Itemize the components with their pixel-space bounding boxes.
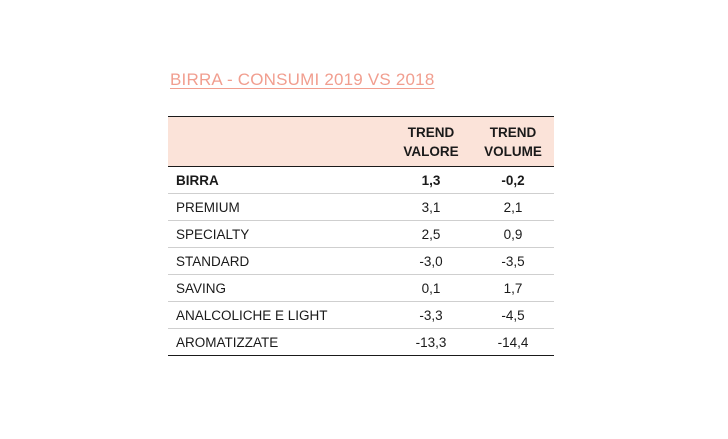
row-trend-volume: -0,2	[501, 172, 525, 188]
consumption-table: TREND VALORE TREND VOLUME BIRRA 1,3 -0,2…	[168, 116, 554, 356]
row-label: SPECIALTY	[176, 226, 250, 242]
row-trend-valore: 3,1	[421, 199, 441, 215]
row-label: AROMATIZZATE	[176, 334, 279, 350]
table-header: TREND VALORE TREND VOLUME	[168, 117, 554, 167]
table-row-premium: PREMIUM 3,1 2,1	[168, 194, 554, 221]
table-row-specialty: SPECIALTY 2,5 0,9	[168, 221, 554, 248]
table-top-rule	[168, 116, 554, 117]
row-trend-volume: -14,4	[497, 334, 529, 350]
row-trend-valore: -13,3	[415, 334, 447, 350]
row-trend-volume: -4,5	[501, 307, 525, 323]
table-row-standard: STANDARD -3,0 -3,5	[168, 248, 554, 275]
row-label: STANDARD	[176, 253, 250, 269]
row-trend-valore: 0,1	[421, 280, 441, 296]
row-trend-volume: 0,9	[503, 226, 523, 242]
row-trend-valore: -3,3	[419, 307, 443, 323]
row-trend-volume: 2,1	[503, 199, 523, 215]
table-row-saving: SAVING 0,1 1,7	[168, 275, 554, 302]
table-row-analcoliche: ANALCOLICHE E LIGHT -3,3 -4,5	[168, 302, 554, 329]
table-title: BIRRA - CONSUMI 2019 VS 2018	[170, 70, 435, 89]
header-trend-valore: TREND VALORE	[403, 124, 459, 159]
header-trend-volume: TREND VOLUME	[484, 124, 542, 159]
row-label: SAVING	[176, 280, 227, 296]
table-row-aromatizzate: AROMATIZZATE -13,3 -14,4	[168, 329, 554, 356]
row-trend-valore: 2,5	[421, 226, 441, 242]
row-label: BIRRA	[176, 172, 219, 188]
row-trend-volume: 1,7	[503, 280, 523, 296]
row-trend-volume: -3,5	[501, 253, 525, 269]
row-trend-valore: 1,3	[421, 172, 441, 188]
table-row-birra: BIRRA 1,3 -0,2	[168, 167, 554, 194]
row-label: ANALCOLICHE E LIGHT	[176, 307, 328, 323]
row-label: PREMIUM	[176, 199, 240, 215]
row-trend-valore: -3,0	[419, 253, 443, 269]
